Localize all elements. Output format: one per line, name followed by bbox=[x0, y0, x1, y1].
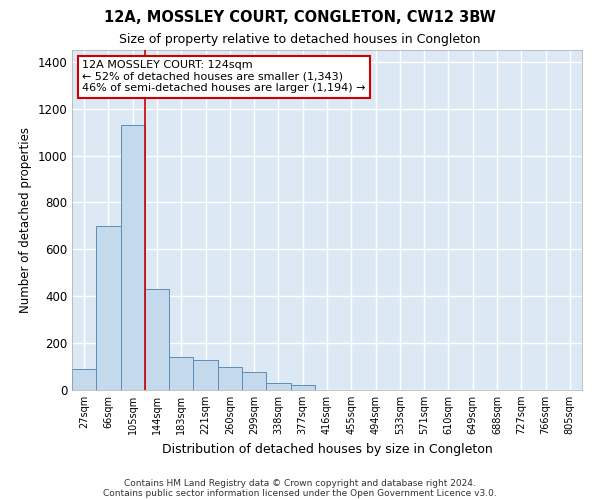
Bar bbox=[193, 360, 218, 390]
Text: 12A MOSSLEY COURT: 124sqm
← 52% of detached houses are smaller (1,343)
46% of se: 12A MOSSLEY COURT: 124sqm ← 52% of detac… bbox=[82, 60, 366, 94]
X-axis label: Distribution of detached houses by size in Congleton: Distribution of detached houses by size … bbox=[161, 442, 493, 456]
Text: Contains HM Land Registry data © Crown copyright and database right 2024.: Contains HM Land Registry data © Crown c… bbox=[124, 478, 476, 488]
Bar bbox=[121, 125, 145, 390]
Bar bbox=[169, 357, 193, 390]
Text: 12A, MOSSLEY COURT, CONGLETON, CW12 3BW: 12A, MOSSLEY COURT, CONGLETON, CW12 3BW bbox=[104, 10, 496, 25]
Text: Contains public sector information licensed under the Open Government Licence v3: Contains public sector information licen… bbox=[103, 488, 497, 498]
Bar bbox=[96, 226, 121, 390]
Bar bbox=[290, 386, 315, 390]
Bar bbox=[72, 369, 96, 390]
Bar bbox=[145, 289, 169, 390]
Bar bbox=[218, 366, 242, 390]
Y-axis label: Number of detached properties: Number of detached properties bbox=[19, 127, 32, 313]
Bar bbox=[266, 383, 290, 390]
Text: Size of property relative to detached houses in Congleton: Size of property relative to detached ho… bbox=[119, 32, 481, 46]
Bar bbox=[242, 372, 266, 390]
